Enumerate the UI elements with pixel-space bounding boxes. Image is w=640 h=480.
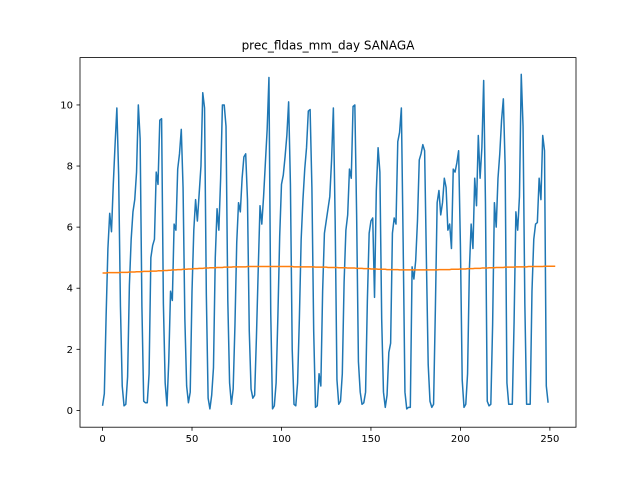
x-tick-label: 100 — [272, 434, 291, 445]
x-tick-label: 250 — [540, 434, 559, 445]
axes-frame — [79, 57, 577, 428]
x-tick-label: 50 — [186, 434, 199, 445]
y-tick-label: 2 — [67, 345, 73, 356]
y-tick-label: 6 — [67, 223, 73, 234]
series-line-1 — [101, 73, 549, 410]
y-tick-label: 10 — [60, 100, 73, 111]
y-tick-label: 0 — [67, 406, 73, 417]
x-tick-label: 200 — [451, 434, 470, 445]
y-tick-label: 8 — [67, 162, 73, 173]
x-tick-label: 0 — [99, 434, 105, 445]
x-tick-label: 150 — [361, 434, 380, 445]
plot-area — [101, 73, 556, 410]
y-tick-label: 4 — [67, 284, 73, 295]
chart-title: prec_fldas_mm_day SANAGA — [242, 39, 416, 53]
x-axis: 0 50 100 150 200 250 — [99, 427, 559, 445]
y-axis: 0 2 4 6 8 10 — [60, 100, 80, 417]
series-line-2 — [102, 265, 556, 274]
